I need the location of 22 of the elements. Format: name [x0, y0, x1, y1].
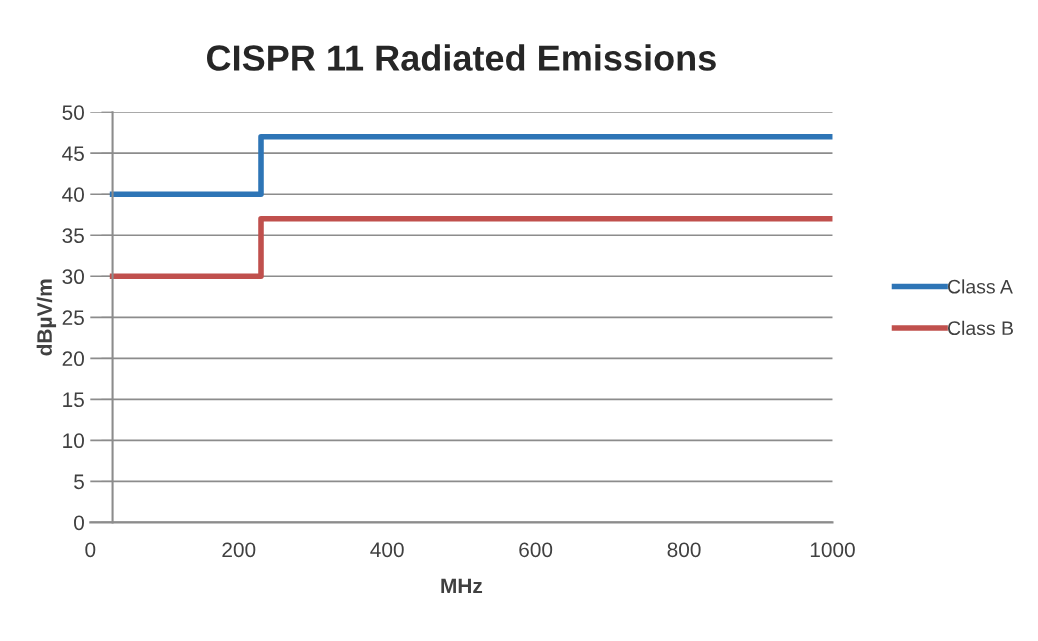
x-tick-label: 400 [370, 542, 404, 558]
y-tick-label: 50 [62, 105, 84, 120]
y-tick-label: 35 [62, 228, 84, 243]
x-tick-label: 800 [667, 542, 701, 558]
y-tick-label: 0 [74, 515, 84, 531]
x-tick-label: 0 [85, 542, 96, 558]
legend-label: Class B [947, 320, 1013, 336]
chart-title: CISPR 11 Radiated Emissions [207, 44, 716, 71]
legend-label: Class A [947, 279, 1013, 294]
y-tick-label: 45 [62, 146, 84, 161]
x-tick-label: 600 [519, 542, 553, 558]
y-tick-label: 30 [62, 269, 84, 285]
x-axis-title: MHz [441, 578, 483, 594]
y-tick-label: 40 [62, 187, 84, 202]
y-axis-title: dBµV/m [36, 279, 57, 356]
y-tick-label: 15 [63, 392, 84, 408]
y-tick-label: 10 [63, 433, 84, 449]
x-tick-label: 200 [222, 542, 256, 558]
x-tick-label: 1000 [810, 542, 855, 558]
y-tick-label: 25 [62, 310, 84, 326]
y-tick-label: 5 [74, 474, 84, 490]
y-tick-label: 20 [62, 351, 84, 367]
